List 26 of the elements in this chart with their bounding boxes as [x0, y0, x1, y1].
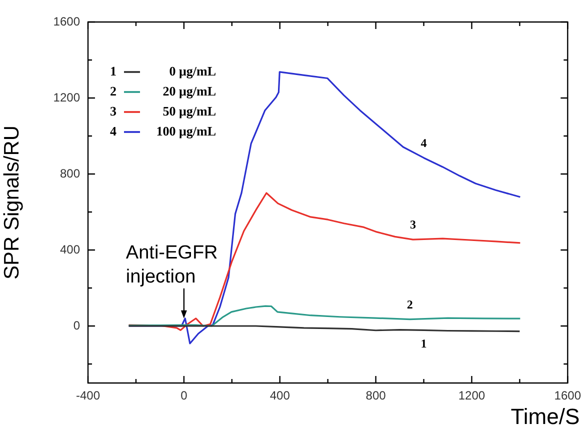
legend-label: 100 μg/mL [156, 123, 216, 138]
legend-label: 20 μg/mL [162, 83, 216, 98]
text: 2 [110, 83, 116, 98]
y-tick-label: 0 [73, 318, 80, 332]
text: 3 [110, 103, 116, 118]
x-tick-label: 400 [270, 388, 290, 403]
x-tick-label: 1600 [554, 388, 582, 403]
annotation: 4 [420, 136, 427, 150]
x-tick-label: 800 [366, 388, 386, 403]
y-axis-title: SPR Signals/RU [0, 125, 24, 280]
y-tick-label: 800 [60, 166, 80, 180]
annotation: 1 [420, 336, 427, 350]
text: 1 [110, 63, 116, 78]
legend-label: 50 μg/mL [162, 103, 216, 118]
legend-label: 0 μg/mL [169, 63, 216, 78]
y-tick-label: 1600 [53, 14, 80, 28]
text: 4 [110, 123, 116, 138]
y-tick-label: 1200 [53, 90, 80, 104]
annotation: 2 [406, 297, 413, 312]
annotation: 3 [410, 218, 416, 232]
x-tick-label: 0 [180, 388, 188, 403]
x-axis-title: Time/S [510, 404, 580, 429]
y-tick-label: 400 [60, 242, 80, 256]
x-tick-label: -400 [76, 388, 100, 403]
x-tick-label: 1200 [458, 388, 486, 403]
annotation: Anti-EGFR injection [126, 242, 218, 288]
